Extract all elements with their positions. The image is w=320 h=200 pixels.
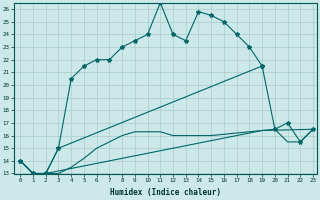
X-axis label: Humidex (Indice chaleur): Humidex (Indice chaleur) xyxy=(110,188,221,197)
